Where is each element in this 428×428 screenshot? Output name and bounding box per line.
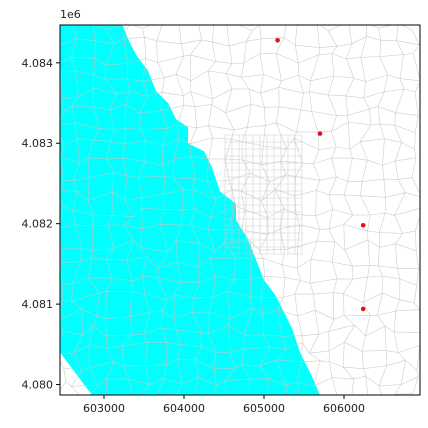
plot-frame — [59, 24, 421, 396]
y-tick-label: 4.080 — [22, 379, 54, 392]
x-tick-label: 605000 — [243, 402, 285, 415]
x-tick-label: 604000 — [163, 402, 205, 415]
x-axis: 603000 604000 605000 606000 — [83, 395, 365, 415]
well-markers — [275, 38, 366, 312]
x-tick-label: 606000 — [323, 402, 365, 415]
y-tick-label: 4.084 — [22, 57, 54, 70]
y-tick-label: 4.081 — [22, 298, 54, 311]
well-marker — [275, 38, 280, 43]
x-tick-label: 603000 — [83, 402, 125, 415]
plot-area — [60, 25, 420, 395]
mesh-grid — [60, 25, 420, 395]
y-tick-label: 4.083 — [22, 137, 54, 150]
well-marker — [360, 306, 366, 312]
shaded-region — [60, 25, 320, 395]
y-offset-label: 1e6 — [60, 8, 81, 21]
y-axis: 4.080 4.081 4.082 4.083 4.084 — [22, 57, 60, 392]
well-marker — [317, 131, 323, 136]
y-tick-label: 4.082 — [22, 218, 54, 231]
well-marker — [360, 223, 366, 228]
